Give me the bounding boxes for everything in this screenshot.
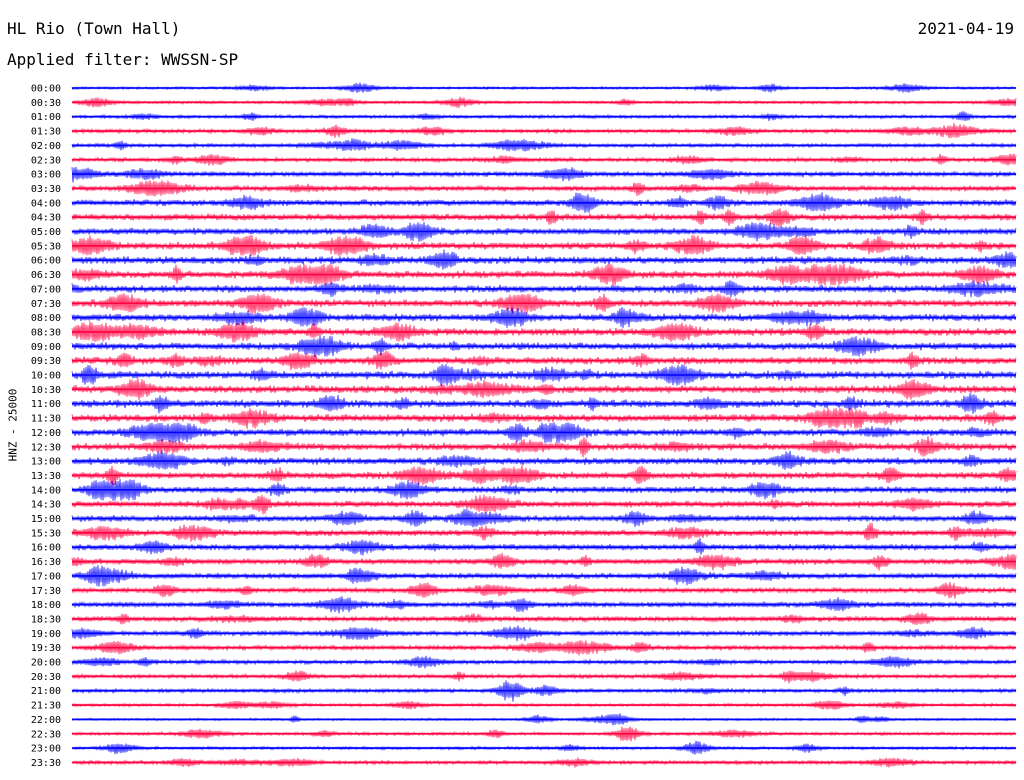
record-date: 2021-04-19 <box>917 19 1014 38</box>
row-time-label: 22:00 <box>31 715 61 726</box>
row-time-label: 16:30 <box>31 557 61 568</box>
row-time-label: 18:30 <box>31 614 61 625</box>
row-time-label: 19:30 <box>31 643 61 654</box>
row-time-label: 08:30 <box>31 327 61 338</box>
row-time-label: 14:00 <box>31 485 61 496</box>
row-time-label: 11:30 <box>31 414 61 425</box>
row-time-label: 06:00 <box>31 256 61 267</box>
row-time-label: 21:00 <box>31 686 61 697</box>
row-time-label: 20:00 <box>31 658 61 669</box>
row-time-label: 04:30 <box>31 213 61 224</box>
row-time-label: 13:00 <box>31 457 61 468</box>
row-time-label: 09:00 <box>31 342 61 353</box>
row-time-label: 12:30 <box>31 442 61 453</box>
row-time-label: 23:30 <box>31 758 61 769</box>
row-time-label: 22:30 <box>31 729 61 740</box>
row-time-label: 10:00 <box>31 371 61 382</box>
row-time-label: 00:00 <box>31 84 61 95</box>
row-time-label: 02:30 <box>31 155 61 166</box>
seismic-trace <box>71 234 1017 257</box>
row-time-label: 01:00 <box>31 112 61 123</box>
seismic-trace <box>71 494 1017 515</box>
seismic-trace <box>71 407 1017 429</box>
row-time-label: 13:30 <box>31 471 61 482</box>
row-time-label: 15:00 <box>31 514 61 525</box>
row-time-label: 07:30 <box>31 299 61 310</box>
seismic-trace <box>71 321 1017 343</box>
row-time-label: 12:00 <box>31 428 61 439</box>
row-time-label: 17:30 <box>31 586 61 597</box>
row-time-label: 04:00 <box>31 198 61 209</box>
row-time-label: 20:30 <box>31 672 61 683</box>
seismic-trace <box>71 552 1017 571</box>
row-time-label: 06:30 <box>31 270 61 281</box>
seismic-trace <box>71 263 1017 286</box>
row-time-label: 15:30 <box>31 528 61 539</box>
row-time-label: 17:00 <box>31 571 61 582</box>
row-time-label: 01:30 <box>31 127 61 138</box>
row-time-label: 00:30 <box>31 98 61 109</box>
row-time-label: 16:00 <box>31 543 61 554</box>
row-time-label: 02:00 <box>31 141 61 152</box>
row-time-label: 05:30 <box>31 241 61 252</box>
row-time-label: 07:00 <box>31 284 61 295</box>
row-time-label: 11:00 <box>31 399 61 410</box>
row-time-label: 23:00 <box>31 744 61 755</box>
row-time-label: 09:30 <box>31 356 61 367</box>
row-time-label: 05:00 <box>31 227 61 238</box>
row-time-label: 21:30 <box>31 701 61 712</box>
row-time-label: 10:30 <box>31 385 61 396</box>
row-time-label: 19:00 <box>31 629 61 640</box>
row-time-label: 03:00 <box>31 170 61 181</box>
row-time-label: 14:30 <box>31 500 61 511</box>
seismic-trace <box>71 450 1017 470</box>
row-time-label: 08:00 <box>31 313 61 324</box>
seismic-trace <box>71 596 1017 614</box>
filter-label: Applied filter: WWSSN-SP <box>7 50 239 69</box>
row-time-label: 18:00 <box>31 600 61 611</box>
station-title: HL Rio (Town Hall) <box>7 19 181 38</box>
row-time-label: 03:30 <box>31 184 61 195</box>
seismic-trace <box>71 350 1017 371</box>
